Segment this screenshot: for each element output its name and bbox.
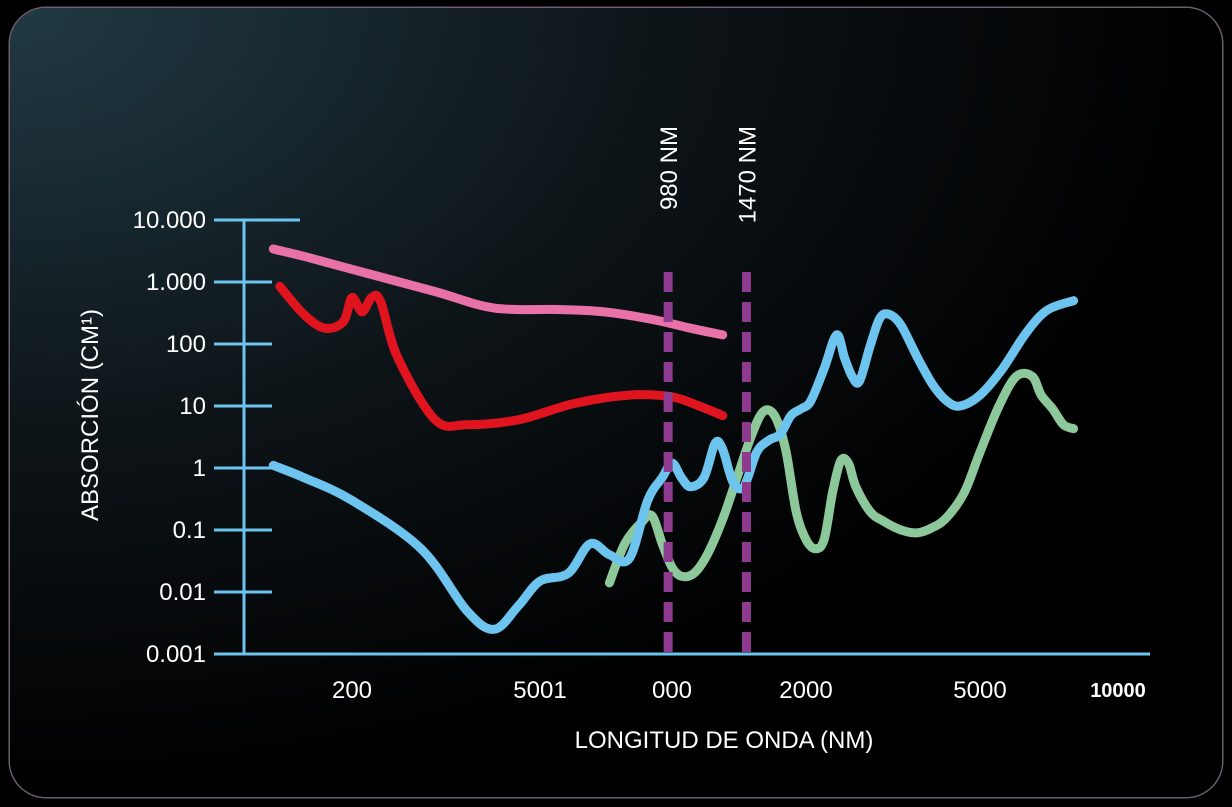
axis-labels: 10.000 1.000 100 10 1 0.1 0.01 0.001 200 5001 000 2… [77, 207, 1146, 754]
y-axis-title: ABSORCIÓN (CM¹) [77, 309, 104, 521]
series-line-2 [268, 296, 1079, 634]
series-line-1 [275, 281, 728, 431]
series-line-0 [268, 244, 728, 340]
y-tick-label: 10.000 [133, 207, 206, 234]
axes [214, 218, 1150, 656]
y-tick-label: 10 [179, 393, 206, 420]
x-tick-label: 5000 [953, 677, 1006, 704]
y-tick-label: 1.000 [146, 269, 206, 296]
marker-label-1: 1470 NM [734, 126, 761, 223]
y-tick-label: 0.1 [173, 517, 206, 544]
series-line-3 [604, 368, 1079, 588]
series-group [268, 244, 1079, 634]
marker-lines: 980 NM 1470 NM [656, 126, 761, 656]
y-tick-label: 1 [193, 455, 206, 482]
x-tick-label: 000 [652, 677, 692, 704]
chart-card [10, 8, 1222, 797]
y-tick-label: 100 [166, 331, 206, 358]
x-tick-label: 5001 [513, 677, 566, 704]
x-tick-label: 2000 [779, 677, 832, 704]
y-tick-label: 0.01 [159, 579, 206, 606]
x-axis-title: LONGITUD DE ONDA (NM) [575, 727, 874, 754]
y-tick-label: 0.001 [146, 641, 206, 668]
x-tick-label: 200 [332, 677, 372, 704]
x-tick-label: 10000 [1090, 680, 1146, 702]
marker-label-0: 980 NM [656, 126, 683, 210]
